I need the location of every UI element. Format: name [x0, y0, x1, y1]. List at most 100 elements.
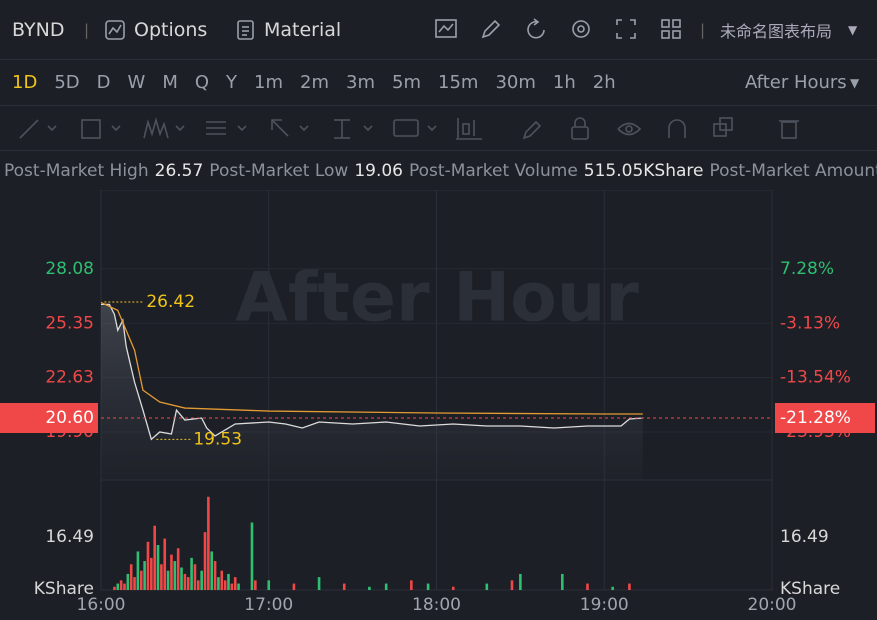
timeframe-button[interactable]: 30m — [495, 72, 536, 93]
volume-bar — [451, 586, 455, 590]
symbol[interactable]: BYND — [12, 18, 65, 41]
volume-bar — [586, 583, 589, 590]
volume-bar — [119, 580, 123, 590]
volume-bar — [217, 577, 220, 590]
x-tick-label: 20:00 — [748, 595, 797, 615]
measure-tool[interactable] — [334, 119, 373, 139]
magnet-tool[interactable] — [668, 119, 686, 138]
volume-bar — [203, 532, 207, 590]
volume-bar — [213, 561, 217, 590]
timeframe-button[interactable]: 5m — [392, 72, 422, 93]
volume-bar — [176, 548, 180, 590]
session-select[interactable]: After Hours — [745, 72, 847, 93]
timeframe-button[interactable]: D — [96, 72, 111, 93]
dropdown-arrow[interactable]: ▼ — [850, 75, 860, 90]
marker-label: 19.53 — [193, 429, 242, 449]
lock-tool[interactable] — [571, 117, 589, 140]
volume-bar — [143, 561, 146, 590]
separator: | — [84, 20, 90, 39]
reset-icon[interactable] — [527, 17, 545, 39]
volume-bar — [193, 564, 197, 590]
timeframe-button[interactable]: 3m — [346, 72, 376, 93]
fullscreen-icon[interactable] — [616, 18, 636, 39]
volume-bar — [230, 583, 234, 590]
timeframe-button[interactable]: 5D — [54, 72, 80, 93]
separator: | — [700, 20, 706, 39]
timeframe-button[interactable]: 1h — [552, 72, 576, 93]
y2-tick-label: -3.13% — [780, 313, 840, 333]
volume-unit: KShare — [34, 579, 94, 599]
volume-bar — [519, 573, 522, 590]
edit-icon[interactable] — [481, 19, 501, 38]
last-change-label: -21.28% — [780, 408, 851, 428]
volume-bar — [237, 583, 240, 590]
x-tick-label: 18:00 — [412, 595, 461, 615]
volume-bar — [485, 583, 489, 590]
timeframe-button[interactable]: W — [127, 72, 146, 93]
x-tick-label: 19:00 — [580, 595, 629, 615]
rect-tool[interactable] — [81, 119, 121, 139]
options-button[interactable]: Options — [134, 18, 208, 41]
y-tick-label: 25.35 — [45, 313, 94, 333]
number-tool[interactable] — [393, 119, 437, 137]
volume-bar — [200, 570, 203, 590]
copy-tool[interactable] — [713, 117, 733, 137]
volume-bar — [210, 551, 214, 590]
volume-bar — [196, 580, 200, 590]
volume-bar — [126, 573, 130, 590]
volume-bar — [116, 583, 120, 590]
delete-tool[interactable] — [779, 120, 799, 139]
watermark: After Hour — [235, 259, 639, 338]
volume-bar — [163, 538, 167, 590]
pattern-tool[interactable] — [143, 117, 185, 139]
drawing-tools — [19, 117, 799, 140]
x-tick-label: 17:00 — [244, 595, 293, 615]
pen-tool[interactable] — [522, 120, 542, 140]
volume-bar — [426, 583, 430, 590]
timeframe-bar: 1D 5D D W M Q Y 1m 2m 3m 5m 15m 30m 1h 2h After Hours … — [0, 60, 877, 106]
fib-tool[interactable] — [206, 121, 247, 135]
volume-tick-label: 16.49 — [45, 527, 94, 547]
volume-bar — [153, 525, 156, 590]
timeframe-button[interactable]: 15m — [438, 72, 479, 93]
volume-bar — [156, 544, 160, 590]
arrow-tool[interactable] — [271, 119, 309, 137]
chart-icon[interactable] — [435, 18, 457, 38]
stat-value: 26.57 — [154, 161, 204, 181]
stats-list: Post-Market High 26.57 Post-Market Low 19.0… — [4, 161, 877, 181]
volume-bar — [227, 573, 230, 590]
y2-tick-label: -13.54% — [780, 368, 851, 388]
price-area — [101, 304, 643, 480]
stat-value: 19.06 — [354, 161, 403, 181]
material-button[interactable]: Material — [264, 18, 342, 41]
line-tool[interactable] — [19, 119, 57, 139]
visibility-tool[interactable] — [617, 122, 642, 136]
volume-bar — [186, 577, 190, 590]
candle-tool[interactable] — [456, 118, 482, 140]
volume-tick-label: 16.49 — [780, 527, 829, 547]
timeframe-button[interactable]: Q — [194, 72, 210, 93]
volume-bar — [180, 567, 183, 590]
layout-name[interactable]: 未命名图表布局 — [720, 21, 833, 41]
timeframe-button[interactable]: 2h — [592, 72, 616, 93]
marker-label: 26.42 — [146, 292, 195, 312]
timeframe-button[interactable]: 1m — [254, 72, 284, 93]
timeframe-button[interactable]: Y — [226, 72, 238, 93]
timeframe-button[interactable]: 2m — [300, 72, 330, 93]
volume-bar — [561, 573, 564, 590]
volume-bar — [150, 557, 153, 590]
volume-bar — [220, 570, 224, 590]
volume-bar — [190, 557, 193, 590]
volume-bar — [342, 583, 346, 590]
layout-icon[interactable] — [661, 18, 681, 39]
volume-bar — [166, 570, 170, 590]
timeframe-button[interactable]: M — [162, 72, 178, 93]
volume-bar — [510, 580, 514, 590]
options-icon[interactable] — [104, 19, 126, 41]
volume-bar — [207, 496, 210, 590]
timeframe-button[interactable]: 1D — [12, 72, 38, 93]
material-icon[interactable] — [236, 19, 256, 41]
settings-icon[interactable] — [572, 19, 590, 38]
stat-label: Post-Market High — [4, 161, 149, 181]
dropdown-arrow[interactable]: ▼ — [848, 22, 858, 37]
